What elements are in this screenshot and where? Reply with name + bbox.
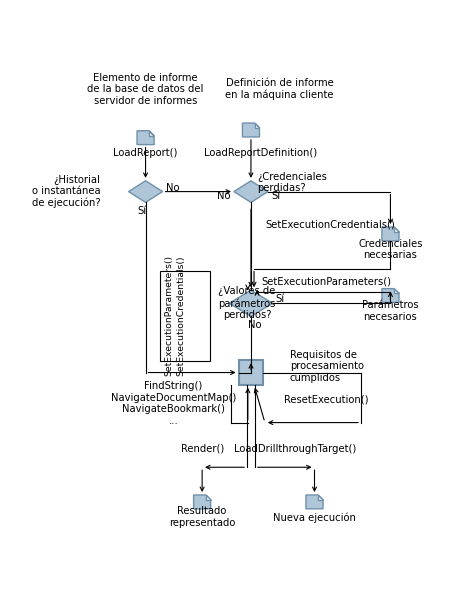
Text: Sí: Sí [271,191,280,201]
Text: Parámetros
necesarios: Parámetros necesarios [362,300,419,321]
Polygon shape [229,290,273,316]
Text: Sí: Sí [276,294,285,305]
Text: LoadDrillthroughTarget(): LoadDrillthroughTarget() [234,444,356,454]
Text: Render(): Render() [180,444,224,454]
Text: SetExecutionCredentials(): SetExecutionCredentials() [265,220,395,230]
Text: No: No [217,191,231,201]
Polygon shape [149,131,154,135]
Polygon shape [243,123,259,137]
Text: FindString()
NavigateDocumentMap()
NavigateBookmark()
...: FindString() NavigateDocumentMap() Navig… [111,381,236,426]
Bar [239,360,263,385]
Bar [159,271,210,361]
Polygon shape [255,123,259,128]
Polygon shape [137,131,154,144]
Polygon shape [318,495,323,500]
Text: No: No [166,183,179,193]
Text: SetExecutionParameters(): SetExecutionParameters() [261,277,391,287]
Text: ¿Valores de
parámetros
perdidos?: ¿Valores de parámetros perdidos? [219,287,276,320]
Polygon shape [306,495,323,509]
Polygon shape [234,181,268,202]
Polygon shape [382,227,399,241]
Text: No: No [248,320,262,330]
Text: ¿Historial
o instantánea
de ejecución?: ¿Historial o instantánea de ejecución? [32,175,101,208]
Polygon shape [394,288,399,293]
Text: Nueva ejecución: Nueva ejecución [273,512,356,523]
Text: Credenciales
necesarias: Credenciales necesarias [358,238,423,260]
Text: Resultado
representado: Resultado representado [169,506,235,528]
Polygon shape [394,227,399,232]
Text: ResetExecution(): ResetExecution() [284,394,368,405]
Text: SetExecutionCredentials(): SetExecutionCredentials() [177,256,186,376]
Text: Elemento de informe
de la base de datos del
servidor de informes: Elemento de informe de la base de datos … [87,73,204,106]
Polygon shape [206,495,211,500]
Text: SetExecutionParameters(): SetExecutionParameters() [164,255,173,376]
Text: ¿Credenciales
perdidas?: ¿Credenciales perdidas? [257,172,327,193]
Polygon shape [382,288,399,302]
Text: Definición de informe
en la máquina cliente: Definición de informe en la máquina clie… [226,78,334,101]
Polygon shape [194,495,211,509]
Polygon shape [128,181,163,202]
Text: Sí: Sí [137,206,146,216]
Text: Requisitos de
procesamiento
cumplidos: Requisitos de procesamiento cumplidos [290,350,364,383]
Text: LoadReportDefinition(): LoadReportDefinition() [204,148,317,158]
Text: LoadReport(): LoadReport() [113,148,178,158]
